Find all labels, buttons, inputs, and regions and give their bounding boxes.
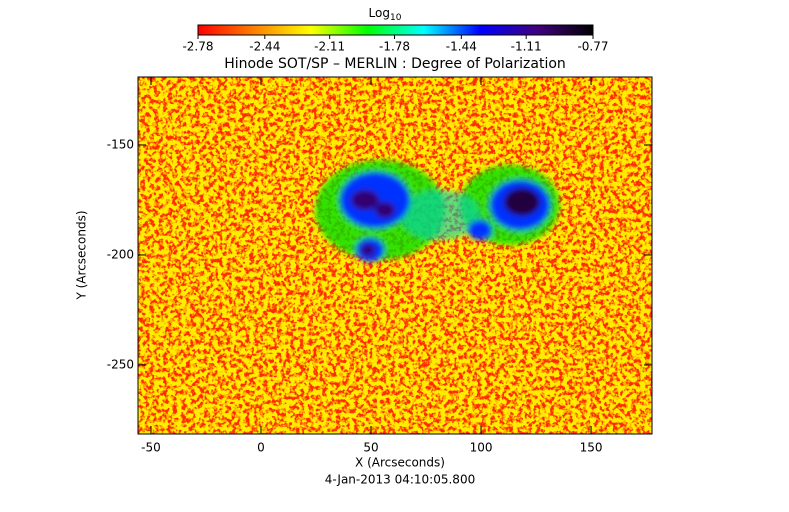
colorbar-tick-label: -2.11	[314, 40, 345, 54]
colorbar-tick-label: -2.44	[249, 40, 280, 54]
x-tick-label: 150	[580, 441, 603, 455]
x-tick-label: 100	[470, 441, 493, 455]
colorbar-tick-label: -1.78	[379, 40, 410, 54]
x-tick-label: -50	[141, 441, 161, 455]
colorbar-tick-label: -1.44	[446, 40, 477, 54]
chart-title: Hinode SOT/SP – MERLIN : Degree of Polar…	[224, 56, 566, 72]
y-tick-label: -200	[107, 247, 134, 261]
colorbar	[197, 24, 594, 36]
x-tick-label: 0	[257, 441, 265, 455]
colorbar-tick-label: -0.77	[577, 40, 608, 54]
footer-date: 4-Jan-2013 04:10:05.800	[325, 473, 475, 487]
x-tick-label: 50	[363, 441, 378, 455]
y-tick-label: -250	[107, 357, 134, 371]
colorbar-tick-label: -1.11	[511, 40, 542, 54]
plot-frame	[137, 76, 653, 435]
x-axis-label: X (Arcseconds)	[355, 456, 445, 470]
colorbar-title: Log10	[369, 6, 402, 23]
y-axis-label: Y (Arcseconds)	[75, 210, 89, 300]
image	[138, 77, 652, 434]
colorbar-tick-label: -2.78	[182, 40, 213, 54]
y-tick-label: -150	[107, 137, 134, 151]
